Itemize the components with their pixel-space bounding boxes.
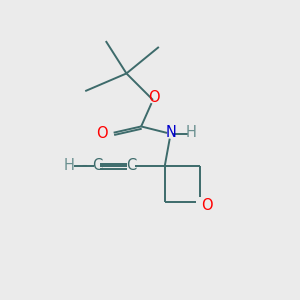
Text: C: C xyxy=(126,158,136,173)
Text: O: O xyxy=(97,126,108,141)
Text: H: H xyxy=(64,158,74,173)
Text: O: O xyxy=(148,90,159,105)
Text: O: O xyxy=(202,198,213,213)
Text: -: - xyxy=(82,158,87,173)
Text: H: H xyxy=(186,125,197,140)
Text: N: N xyxy=(165,125,176,140)
Text: C: C xyxy=(92,158,102,173)
